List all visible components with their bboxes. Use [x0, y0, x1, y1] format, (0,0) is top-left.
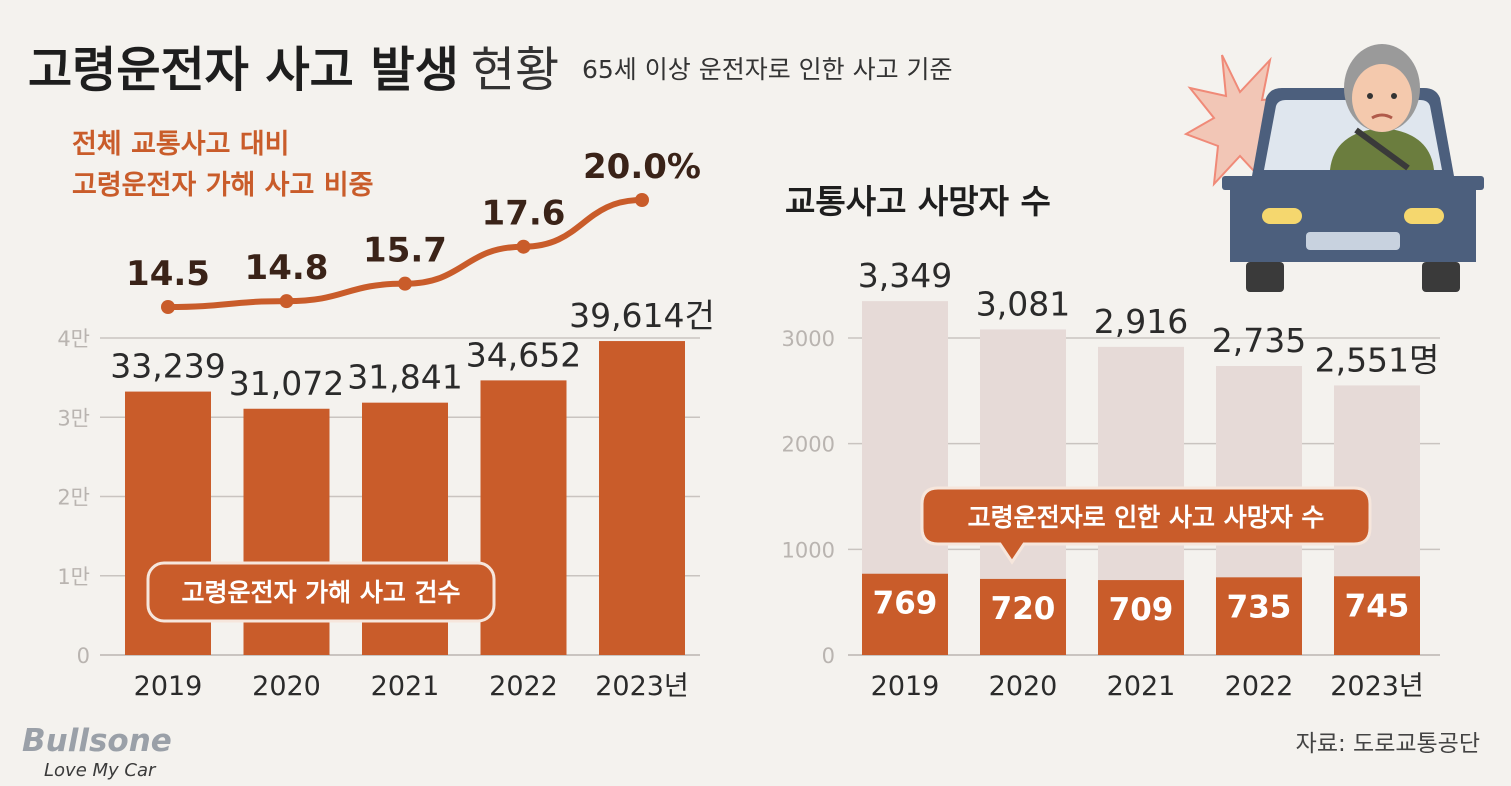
- right-chart-title: 교통사고 사망자 수: [785, 182, 1051, 221]
- right-ytick-label: 2000: [782, 433, 835, 457]
- car-illustration: [1183, 44, 1484, 292]
- right-ytick-label: 1000: [782, 538, 835, 562]
- right-bar-elder-value: 735: [1227, 589, 1292, 625]
- right-bar-elder-value: 769: [873, 586, 938, 622]
- ratio-point-label: 14.5: [126, 254, 210, 294]
- right-callout-bubble: [920, 486, 1372, 565]
- car-wheel-right: [1422, 262, 1460, 292]
- ratio-point: [279, 294, 294, 309]
- car-headlight-left: [1262, 208, 1302, 224]
- car-headlight-right: [1404, 208, 1444, 224]
- right-bar-total-value: 3,349: [858, 256, 952, 295]
- left-bar-value: 34,652: [466, 335, 581, 374]
- left-xtick-label: 2020: [252, 671, 321, 702]
- left-ytick-label: 3만: [57, 406, 90, 430]
- brand-logo-tagline: Love My Car: [44, 760, 157, 781]
- ratio-line-title-2: 고령운전자 가해 사고 비중: [72, 170, 373, 201]
- left-chart-yaxis: 0 1만 2만 3만 4만: [57, 327, 90, 668]
- car-wheel-left: [1246, 262, 1284, 292]
- right-xtick-label: 2023년: [1330, 671, 1424, 702]
- right-ytick-label: 3000: [782, 327, 835, 351]
- right-xtick-label: 2020: [989, 671, 1058, 702]
- brand-logo-name: Bullsone: [22, 723, 172, 759]
- car-mirror-left: [1222, 176, 1244, 190]
- right-bar-elder: [862, 573, 948, 655]
- left-bar-value: 39,614건: [569, 296, 715, 335]
- right-xtick-label: 2019: [871, 671, 940, 702]
- ratio-point: [635, 193, 649, 207]
- ratio-point: [161, 300, 175, 314]
- left-legend-label: 고령운전자 가해 사고 건수: [181, 578, 460, 607]
- driver-eye-right: [1391, 93, 1397, 99]
- driver-avatar: [1330, 44, 1434, 171]
- right-bar-elder: [1216, 577, 1302, 655]
- right-chart-xaxis: 2019 2020 2021 2022 2023년: [871, 671, 1424, 702]
- left-xtick-label: 2023년: [595, 671, 689, 702]
- page-title: 고령운전자 사고 발생 현황: [28, 42, 559, 98]
- left-ytick-label: 0: [77, 644, 90, 668]
- left-xtick-label: 2019: [134, 671, 203, 702]
- car-body: [1230, 176, 1476, 262]
- left-xtick-label: 2021: [371, 671, 440, 702]
- right-bar-elder-value: 709: [1109, 592, 1174, 628]
- ratio-line-series: 14.5 14.8 15.7 17.6 20.0%: [126, 147, 701, 314]
- left-bar: [599, 341, 685, 655]
- right-bar-total-value: 2,916: [1094, 302, 1188, 341]
- source-note: 자료: 도로교통공단: [1296, 731, 1480, 757]
- ratio-point-label: 14.8: [245, 248, 329, 288]
- right-bar-elder: [1334, 576, 1420, 655]
- right-xtick-label: 2022: [1225, 671, 1294, 702]
- ratio-point-label: 20.0%: [583, 147, 701, 187]
- page-title-light: 현황: [471, 42, 559, 98]
- car-mirror-right: [1462, 176, 1484, 190]
- driver-eye-left: [1367, 93, 1373, 99]
- ratio-line-title-1: 전체 교통사고 대비: [72, 129, 290, 160]
- ratio-point-label: 17.6: [482, 194, 566, 234]
- right-bar-elder-value: 745: [1345, 588, 1410, 624]
- right-bar-elder: [980, 578, 1066, 655]
- left-bar: [480, 380, 567, 655]
- right-callout: 고령운전자로 인한 사고 사망자 수: [920, 486, 1372, 565]
- left-xtick-label: 2022: [489, 671, 558, 702]
- right-bar-total-value: 3,081: [976, 284, 1070, 323]
- right-chart-bars: [862, 301, 1420, 655]
- right-bar-total-value: 2,551명: [1315, 340, 1440, 379]
- left-legend-box: [146, 561, 496, 623]
- page-title-bold: 고령운전자 사고 발생: [28, 42, 459, 98]
- left-ytick-label: 1만: [57, 565, 90, 589]
- left-ytick-label: 2만: [57, 486, 90, 510]
- right-bar-elder: [1098, 580, 1184, 655]
- right-callout-label: 고령운전자로 인한 사고 사망자 수: [968, 503, 1325, 532]
- ratio-point: [398, 276, 412, 291]
- driver-face: [1352, 64, 1412, 132]
- left-ytick-label: 4만: [57, 327, 90, 351]
- car-license-plate: [1306, 232, 1400, 250]
- right-bar-elder-value: 720: [991, 591, 1056, 627]
- left-chart-xaxis: 2019 2020 2021 2022 2023년: [134, 671, 689, 702]
- page-subtitle: 65세 이상 운전자로 인한 사고 기준: [582, 55, 953, 84]
- left-bar-value: 33,239: [110, 347, 225, 386]
- left-bar-value: 31,072: [229, 364, 344, 403]
- left-legend-pill: 고령운전자 가해 사고 건수: [146, 561, 496, 623]
- seatbelt: [1354, 127, 1410, 171]
- right-bar-total-value: 2,735: [1212, 321, 1306, 360]
- ratio-point: [516, 239, 531, 254]
- right-chart-value-labels: 3,349 769 3,081 720 2,916 709 2,735 735 2,551명 74…: [858, 256, 1440, 628]
- driver-mouth: [1371, 113, 1393, 120]
- right-ytick-label: 0: [822, 644, 835, 668]
- ratio-point-label: 15.7: [363, 231, 447, 271]
- right-chart-yaxis: 0 1000 2000 3000: [782, 327, 835, 668]
- left-bar-value: 31,841: [347, 358, 462, 397]
- right-xtick-label: 2021: [1107, 671, 1176, 702]
